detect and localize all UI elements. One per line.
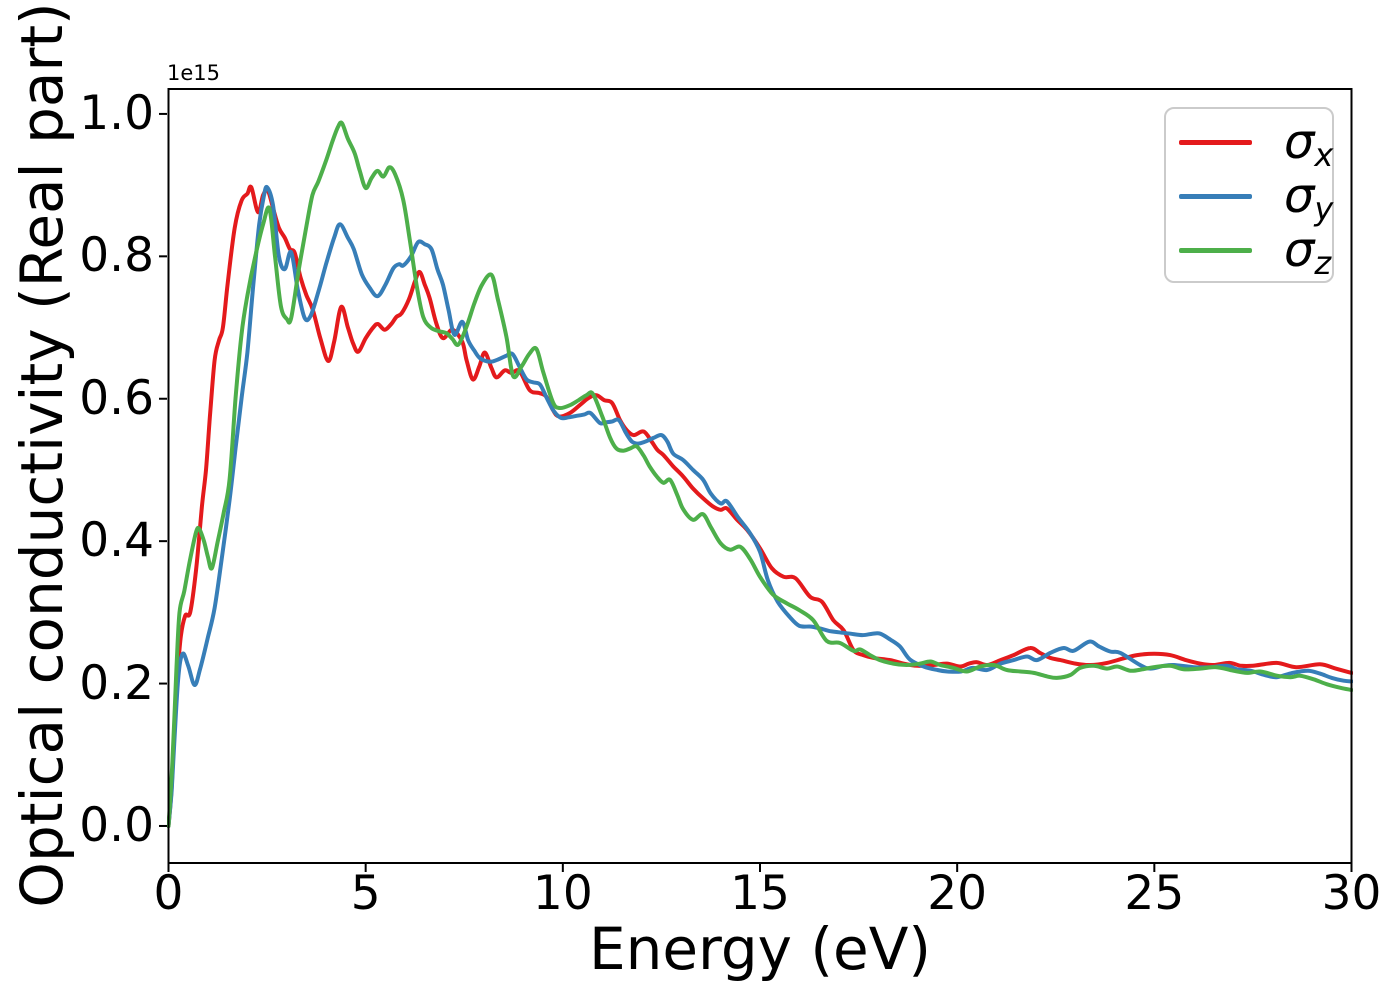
legend: σx σy σz bbox=[1164, 107, 1334, 283]
series-curve-z bbox=[167, 120, 1353, 828]
legend-item: σz bbox=[1179, 222, 1332, 282]
x-tick-label: 5 bbox=[350, 866, 381, 921]
x-axis-label: Energy (eV) bbox=[588, 915, 932, 983]
legend-item: σy bbox=[1179, 168, 1334, 228]
y-tick-label: 0.0 bbox=[79, 797, 154, 853]
y-tick-label: 0.6 bbox=[79, 370, 154, 426]
y-tick-label: 1.0 bbox=[79, 85, 154, 141]
y-tick-label: 0.2 bbox=[79, 655, 154, 711]
y-axis-label: Optical conductivity (Real part) bbox=[8, 2, 76, 908]
x-tick-label: 0 bbox=[153, 866, 184, 921]
x-tick-label: 10 bbox=[532, 866, 593, 921]
y-axis-offset-text: 1e15 bbox=[167, 61, 221, 85]
x-tick-label: 20 bbox=[927, 866, 988, 921]
x-tick-label: 25 bbox=[1124, 866, 1185, 921]
axis-tick-marks bbox=[159, 112, 1353, 872]
series-curve-y bbox=[167, 184, 1353, 828]
data-curves bbox=[167, 120, 1353, 828]
y-tick-label: 0.8 bbox=[79, 228, 154, 284]
legend-line-sample bbox=[1179, 247, 1252, 253]
legend-line-sample bbox=[1179, 193, 1252, 199]
legend-label: σx bbox=[1284, 114, 1334, 174]
legend-line-sample bbox=[1179, 139, 1252, 145]
legend-item: σx bbox=[1179, 114, 1334, 174]
axes-frame bbox=[167, 88, 1353, 864]
x-tick-label: 15 bbox=[730, 866, 790, 921]
y-tick-label: 0.4 bbox=[79, 513, 154, 569]
x-tick-label: 30 bbox=[1321, 866, 1382, 921]
legend-label: σz bbox=[1284, 222, 1332, 282]
legend-label: σy bbox=[1284, 168, 1334, 228]
